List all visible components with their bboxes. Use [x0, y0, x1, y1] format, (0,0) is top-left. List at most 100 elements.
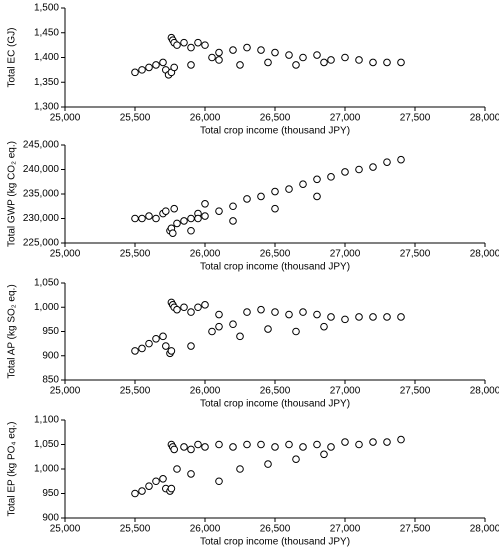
point: [369, 313, 377, 321]
x-tick-label: 25,000: [50, 249, 81, 260]
y-tick-label: 1,400: [34, 52, 59, 63]
point: [313, 51, 321, 59]
x-tick-label: 26,000: [190, 524, 221, 535]
point: [229, 202, 237, 211]
y-tick-label: 240,000: [23, 164, 60, 175]
y-tick-label: 1,300: [34, 102, 59, 113]
point: [355, 313, 363, 321]
point: [397, 313, 405, 321]
point: [167, 484, 176, 493]
x-tick-label: 26,500: [260, 524, 291, 535]
point: [194, 38, 202, 47]
point: [313, 440, 321, 449]
x-tick-label: 25,500: [120, 249, 151, 260]
x-tick-label: 28,000: [470, 113, 499, 124]
point: [215, 477, 223, 486]
point: [327, 56, 335, 64]
y-tick-label: 950: [42, 326, 59, 337]
point: [229, 320, 237, 329]
point: [131, 489, 139, 498]
point: [341, 438, 349, 446]
point: [257, 192, 265, 201]
point: [145, 482, 153, 490]
point: [285, 310, 293, 319]
point: [159, 58, 167, 67]
point: [215, 48, 223, 57]
point: [173, 219, 181, 228]
point: [383, 313, 391, 321]
point: [208, 327, 216, 336]
x-tick-label: 28,000: [470, 386, 499, 397]
x-axis-label: Total crop income (thousand JPY): [200, 262, 350, 273]
point: [236, 465, 244, 473]
x-tick-label: 26,500: [260, 386, 291, 397]
point: [215, 322, 223, 331]
point: [194, 303, 202, 312]
x-tick-label: 27,000: [330, 249, 361, 260]
x-axis-label: Total crop income (thousand JPY): [200, 126, 350, 137]
point: [187, 43, 195, 52]
x-tick-label: 27,500: [400, 524, 431, 535]
y-tick-label: 245,000: [23, 140, 60, 151]
point: [236, 332, 244, 341]
point: [327, 313, 335, 321]
point: [271, 187, 279, 196]
x-tick-label: 27,500: [400, 386, 431, 397]
point: [201, 41, 209, 49]
y-axis-label: Total AP (kg SO₂ eq.): [7, 284, 18, 378]
point: [299, 53, 307, 62]
y-tick-label: 230,000: [23, 213, 60, 224]
x-tick-label: 25,000: [50, 524, 81, 535]
point: [145, 212, 153, 220]
x-tick-label: 26,000: [190, 249, 221, 260]
point: [180, 303, 188, 312]
point: [243, 308, 251, 316]
y-tick-label: 1,000: [34, 302, 59, 313]
point: [383, 58, 391, 67]
point: [271, 308, 279, 316]
x-tick-label: 25,000: [50, 386, 81, 397]
point: [264, 460, 272, 468]
point: [187, 470, 195, 478]
point: [180, 217, 188, 225]
point: [229, 443, 237, 451]
y-tick-label: 225,000: [23, 238, 60, 249]
point: [369, 438, 377, 446]
point: [355, 440, 363, 449]
point: [292, 327, 300, 336]
point: [264, 325, 272, 333]
point: [341, 53, 349, 62]
x-tick-label: 27,000: [330, 524, 361, 535]
x-axis-label: Total crop income (thousand JPY): [200, 399, 350, 410]
point: [229, 217, 237, 225]
point: [138, 214, 146, 223]
point: [152, 477, 160, 486]
y-tick-label: 1,050: [34, 278, 59, 289]
x-tick-label: 28,000: [470, 524, 499, 535]
x-tick-label: 25,500: [120, 524, 151, 535]
point: [169, 229, 177, 237]
point: [180, 443, 188, 451]
point: [201, 443, 209, 451]
y-tick-label: 1,450: [34, 27, 59, 38]
point: [243, 440, 251, 449]
point: [201, 301, 209, 309]
point: [320, 58, 328, 67]
point: [299, 180, 307, 188]
point: [285, 51, 293, 59]
point: [162, 207, 170, 215]
y-tick-label: 1,000: [34, 464, 59, 475]
point: [397, 155, 405, 164]
x-tick-label: 25,500: [120, 386, 151, 397]
x-tick-label: 27,000: [330, 386, 361, 397]
point: [299, 308, 307, 316]
point: [341, 315, 349, 324]
point: [285, 185, 293, 193]
point: [243, 43, 251, 52]
point: [271, 204, 279, 213]
point: [201, 212, 209, 220]
point: [285, 440, 293, 449]
point: [180, 38, 188, 47]
x-tick-label: 26,000: [190, 386, 221, 397]
point: [173, 465, 181, 473]
